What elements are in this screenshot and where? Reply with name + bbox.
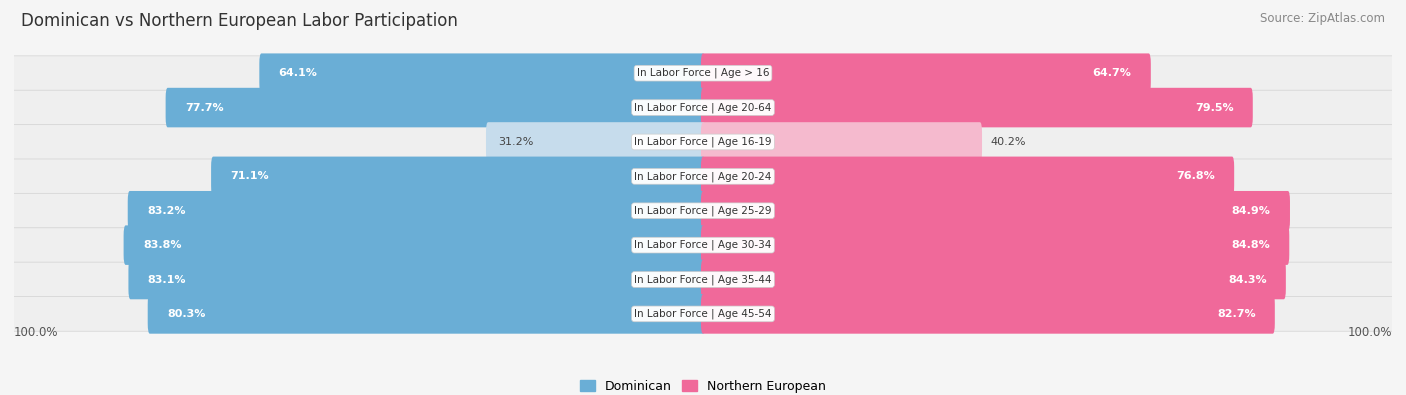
Text: 100.0%: 100.0%: [1347, 325, 1392, 339]
FancyBboxPatch shape: [702, 294, 1275, 334]
Text: 79.5%: 79.5%: [1195, 103, 1233, 113]
Legend: Dominican, Northern European: Dominican, Northern European: [575, 375, 831, 395]
FancyBboxPatch shape: [0, 90, 1406, 125]
FancyBboxPatch shape: [0, 159, 1406, 194]
Text: In Labor Force | Age 25-29: In Labor Force | Age 25-29: [634, 205, 772, 216]
Text: In Labor Force | Age > 16: In Labor Force | Age > 16: [637, 68, 769, 79]
Text: 84.9%: 84.9%: [1232, 206, 1271, 216]
FancyBboxPatch shape: [0, 262, 1406, 297]
FancyBboxPatch shape: [702, 260, 1286, 299]
FancyBboxPatch shape: [148, 294, 704, 334]
Text: In Labor Force | Age 16-19: In Labor Force | Age 16-19: [634, 137, 772, 147]
Text: In Labor Force | Age 30-34: In Labor Force | Age 30-34: [634, 240, 772, 250]
Text: In Labor Force | Age 35-44: In Labor Force | Age 35-44: [634, 274, 772, 285]
FancyBboxPatch shape: [702, 226, 1289, 265]
FancyBboxPatch shape: [259, 53, 704, 93]
Text: Source: ZipAtlas.com: Source: ZipAtlas.com: [1260, 12, 1385, 25]
Text: 71.1%: 71.1%: [231, 171, 269, 181]
Text: 84.3%: 84.3%: [1227, 275, 1267, 284]
FancyBboxPatch shape: [702, 156, 1234, 196]
Text: 77.7%: 77.7%: [186, 103, 224, 113]
Text: 40.2%: 40.2%: [990, 137, 1026, 147]
Text: 64.7%: 64.7%: [1092, 68, 1132, 78]
FancyBboxPatch shape: [0, 56, 1406, 90]
Text: In Labor Force | Age 45-54: In Labor Force | Age 45-54: [634, 308, 772, 319]
FancyBboxPatch shape: [166, 88, 704, 127]
Text: 83.2%: 83.2%: [148, 206, 186, 216]
FancyBboxPatch shape: [0, 228, 1406, 263]
FancyBboxPatch shape: [211, 156, 704, 196]
Text: 83.1%: 83.1%: [148, 275, 186, 284]
Text: Dominican vs Northern European Labor Participation: Dominican vs Northern European Labor Par…: [21, 12, 458, 30]
Text: In Labor Force | Age 20-64: In Labor Force | Age 20-64: [634, 102, 772, 113]
FancyBboxPatch shape: [124, 226, 704, 265]
Text: 76.8%: 76.8%: [1177, 171, 1215, 181]
FancyBboxPatch shape: [702, 122, 981, 162]
Text: 82.7%: 82.7%: [1218, 309, 1256, 319]
Text: 83.8%: 83.8%: [143, 240, 181, 250]
FancyBboxPatch shape: [486, 122, 704, 162]
FancyBboxPatch shape: [0, 124, 1406, 159]
Text: 80.3%: 80.3%: [167, 309, 205, 319]
FancyBboxPatch shape: [702, 88, 1253, 127]
FancyBboxPatch shape: [128, 191, 704, 231]
FancyBboxPatch shape: [702, 191, 1289, 231]
Text: 84.8%: 84.8%: [1232, 240, 1270, 250]
FancyBboxPatch shape: [128, 260, 704, 299]
Text: 31.2%: 31.2%: [498, 137, 534, 147]
Text: 100.0%: 100.0%: [14, 325, 59, 339]
Text: In Labor Force | Age 20-24: In Labor Force | Age 20-24: [634, 171, 772, 182]
FancyBboxPatch shape: [0, 297, 1406, 331]
FancyBboxPatch shape: [702, 53, 1152, 93]
FancyBboxPatch shape: [0, 194, 1406, 228]
Text: 64.1%: 64.1%: [278, 68, 318, 78]
